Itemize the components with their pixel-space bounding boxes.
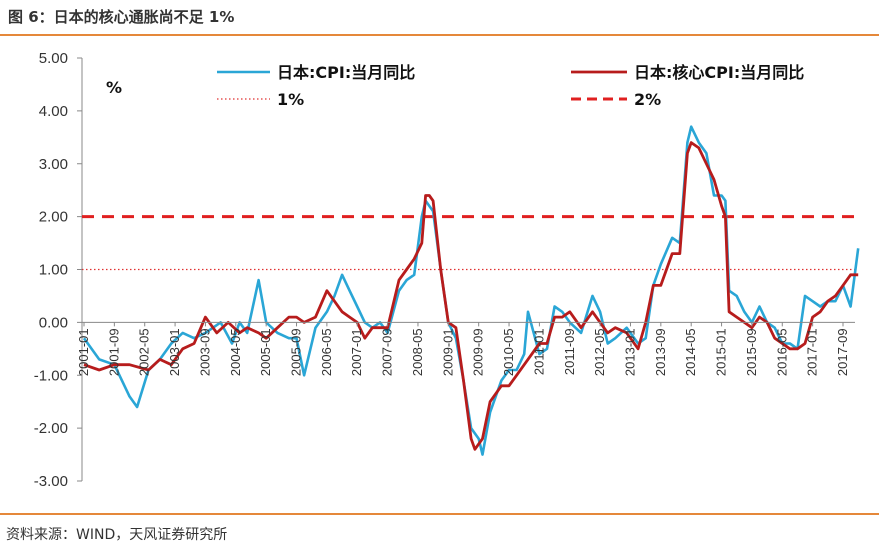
x-tick-label: 2001-01 (76, 328, 91, 376)
x-tick-label: 2004-05 (228, 328, 243, 376)
source-note: 资料来源：WIND，天风证券研究所 (6, 527, 228, 543)
legend-label: 1% (277, 90, 304, 109)
y-tick-label: 5.00 (39, 50, 68, 67)
series-line (82, 125, 860, 456)
x-tick-label: 2011-01 (531, 328, 546, 375)
x-tick-label: 2002-05 (137, 328, 152, 376)
legend-label: 日本:核心CPI:当月同比 (634, 63, 804, 82)
x-tick-label: 2016-05 (774, 328, 789, 376)
y-tick-label: 4.00 (39, 103, 68, 120)
x-tick-label: 2015-09 (744, 328, 759, 376)
y-tick-label: -1.00 (34, 367, 68, 384)
x-tick-label: 2001-09 (106, 328, 121, 376)
x-tick-label: 2003-01 (167, 328, 182, 376)
x-tick-label: 2008-05 (410, 328, 425, 376)
line-chart: 5.00 4.00 3.00 2.00 1.00 0.00 -1.00 -2.00 -3.00 2… (34, 50, 860, 490)
x-tick-label: 2007-01 (349, 328, 364, 376)
x-tick-label: 2005-09 (289, 328, 304, 376)
chart-title: 图 6：日本的核心通胀尚不足 1% (8, 8, 235, 26)
x-tick-label: 2012-05 (592, 328, 607, 376)
x-tick-label: 2014-05 (683, 328, 698, 376)
x-tick-label: 2006-05 (319, 328, 334, 376)
y-tick-label: -3.00 (34, 473, 68, 490)
x-tick-label: 2017-09 (835, 328, 850, 376)
x-tick-label: 2007-09 (380, 328, 395, 376)
x-tick-label: 2013-09 (653, 328, 668, 376)
y-tick-label: 2.00 (39, 209, 68, 226)
y-tick-label: 0.00 (39, 314, 68, 331)
x-tick-label: 2017-01 (805, 328, 820, 376)
x-tick-label: 2013-01 (622, 328, 637, 376)
legend-label: 2% (634, 90, 661, 109)
x-tick-label: 2003-09 (197, 328, 212, 376)
x-tick-label: 2009-01 (440, 328, 455, 376)
x-tick-label: 2005-01 (258, 328, 273, 376)
y-unit-label: % (106, 78, 122, 97)
legend-label: 日本:CPI:当月同比 (277, 63, 415, 82)
x-tick-label: 2015-01 (714, 328, 729, 376)
x-tick-label: 2009-09 (471, 328, 486, 376)
y-tick-label: 3.00 (39, 156, 68, 173)
header-rule (0, 34, 879, 36)
series-line (83, 141, 859, 451)
footer-rule (0, 513, 879, 515)
x-tick-label: 2011-09 (562, 328, 577, 375)
x-tick-label: 2010-05 (501, 328, 516, 376)
y-tick-label: -2.00 (34, 420, 68, 437)
y-tick-label: 1.00 (39, 262, 68, 279)
